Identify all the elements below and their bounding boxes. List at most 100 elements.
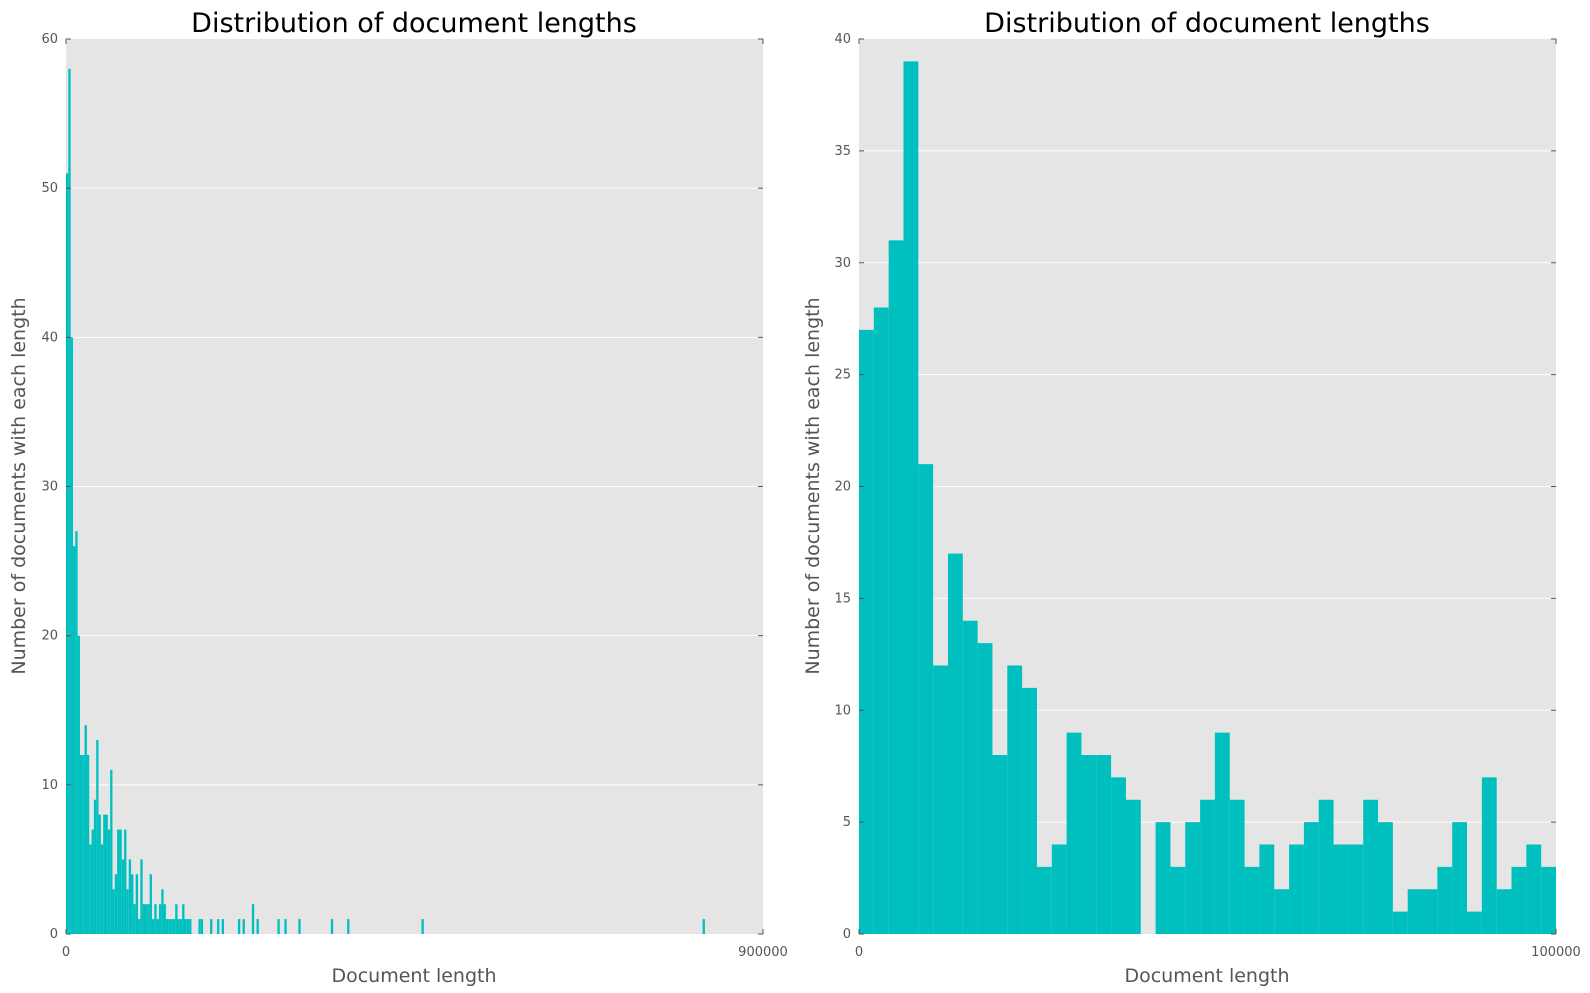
histogram-bar [1185,822,1201,934]
histogram-bar [421,919,424,934]
y-tick-label: 35 [834,144,851,159]
histogram-bar [103,814,106,934]
histogram-bar [184,919,187,934]
histogram-bar [1244,866,1260,934]
histogram-bar [89,844,92,934]
histogram-bar [251,904,255,934]
histogram-bar [992,755,1008,934]
histogram-bar [284,919,287,934]
histogram-bar [1541,866,1557,934]
histogram-bar [175,904,178,934]
y-tick-label: 60 [41,32,58,47]
histogram-bar [119,829,122,934]
histogram-bar [168,919,171,934]
histogram-bar [105,814,108,934]
chart-left-gridlines [66,187,763,786]
histogram-bar [217,919,220,934]
histogram-bar [72,546,76,934]
histogram-bar [888,240,904,934]
y-tick-label: 30 [41,480,58,495]
histogram-bar [98,814,101,934]
histogram-bar [347,919,350,934]
histogram-bar [133,904,136,934]
histogram-bar [210,919,213,934]
histogram-bar [1170,866,1186,934]
histogram-bar [1348,844,1364,934]
y-tick-label: 10 [834,703,851,718]
histogram-bar [242,919,245,934]
y-tick-label: 50 [41,181,58,196]
histogram-bar [135,874,139,934]
chart-right-ticks: 0 5 10 15 20 25 30 35 40 0 100000 [834,32,1580,960]
histogram-bar [96,740,99,934]
histogram-bar [77,635,80,934]
histogram-bar [1496,889,1512,934]
histogram-bar [1111,777,1126,934]
chart-right-ylabel: Number of documents with each length [802,297,824,674]
histogram-bar [1155,822,1171,934]
chart-right: Distribution of document lengths 0 5 10 15 2… [802,8,1581,987]
histogram-bar [112,889,115,934]
histogram-bar [1407,889,1423,934]
histogram-bar [82,755,85,934]
histogram-bar [177,919,180,934]
histogram-bar [1200,799,1215,934]
histogram-bar [121,859,125,934]
histogram-bar [237,919,241,934]
histogram-bar [1229,799,1245,934]
histogram-bar [84,725,87,934]
chart-left-xlabel: Document length [331,965,496,987]
histogram-bar [126,889,129,934]
histogram-bar [1511,866,1527,934]
histogram-bar [156,919,159,934]
x-tick-label: 0 [855,945,863,960]
histogram-bar [1036,866,1052,934]
chart-right-bars [859,61,1557,934]
histogram-bar [198,919,201,934]
histogram-bar [1214,732,1230,934]
histogram-bar [154,904,157,934]
histogram-bar [1289,844,1304,934]
x-tick-label: 900000 [738,945,788,960]
histogram-bar [128,859,132,934]
histogram-bar [142,904,145,934]
histogram-bar [182,904,185,934]
chart-left-bars [66,68,705,935]
histogram-bar [75,531,78,934]
histogram-bar [977,643,993,934]
histogram-bar [172,919,176,934]
histogram-bar [86,755,90,934]
histogram-bar [859,329,874,934]
histogram-bar [138,919,141,934]
histogram-bar [161,889,164,934]
chart-right-xlabel: Document length [1124,965,1289,987]
histogram-bar [158,904,162,934]
histogram-bar [1481,777,1497,934]
chart-right-title: Distribution of document lengths [984,8,1430,39]
histogram-bar [1303,822,1319,934]
y-tick-label: 30 [834,256,851,271]
histogram-bar [91,829,94,934]
y-tick-label: 20 [834,480,851,495]
chart-left: Distribution of document lengths 0 10 20 30… [8,8,788,987]
histogram-bar [1022,687,1037,934]
y-tick-label: 5 [843,815,851,830]
histogram-bar [107,829,111,934]
histogram-bar [165,919,169,934]
y-tick-label: 40 [834,32,851,47]
histogram-bar [1096,755,1112,934]
histogram-bar [186,919,190,934]
histogram-bar [151,919,155,934]
histogram-bar [189,919,192,934]
y-tick-label: 10 [41,778,58,793]
y-tick-label: 20 [41,629,58,644]
histogram-bar [117,829,120,934]
histogram-bar [221,919,224,934]
histogram-bar [144,904,148,934]
histogram-bar [1274,889,1290,934]
y-tick-label: 40 [41,330,58,345]
histogram-bar [1066,732,1082,934]
histogram-bar [1422,889,1438,934]
chart-left-ylabel: Number of documents with each length [8,297,30,674]
